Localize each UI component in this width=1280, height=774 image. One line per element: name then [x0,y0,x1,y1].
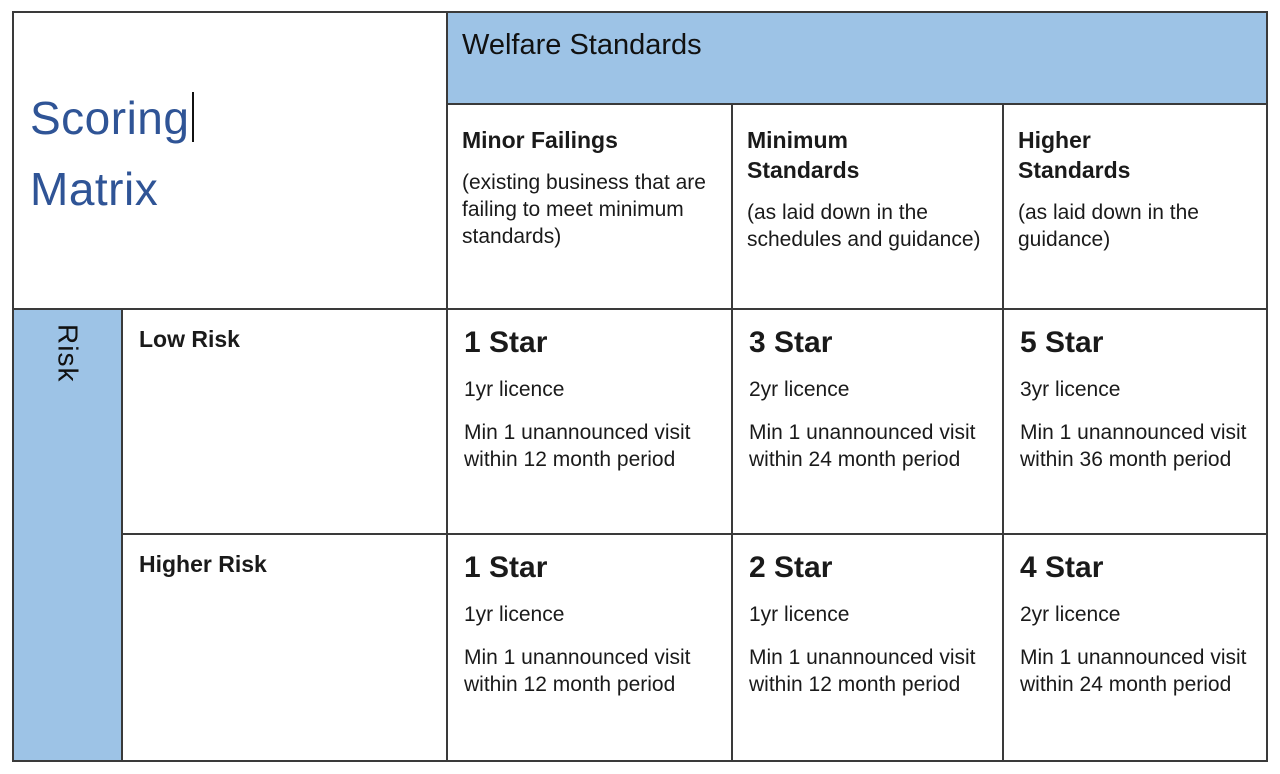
row-label: Higher Risk [139,551,267,577]
title-cell[interactable]: Scoring Matrix [14,13,446,308]
scoring-matrix-table: Scoring Matrix Welfare Standards Minor F… [12,11,1268,762]
title-text-scoring[interactable]: Scoring [30,92,190,144]
licence-duration: 1yr licence [749,603,850,626]
star-rating: 1 Star [464,551,548,584]
star-rating: 4 Star [1020,551,1104,584]
visit-requirement: Min 1 unannounced visit within 12 month … [464,421,691,471]
column-subtitle: (as laid down in the schedules and guida… [747,201,981,251]
column-title: Minimum Standards [747,127,860,183]
cell-low-risk-higher-standards[interactable]: 5 Star 3yr licence Min 1 unannounced vis… [1004,310,1266,533]
title-line-1[interactable]: Scoring [30,83,436,154]
text-cursor [192,92,195,142]
licence-duration: 1yr licence [464,603,565,626]
row-header-low-risk[interactable]: Low Risk [123,310,446,533]
cell-higher-risk-minor-failings[interactable]: 1 Star 1yr licence Min 1 unannounced vis… [448,535,731,760]
star-rating: 3 Star [749,326,833,359]
visit-requirement: Min 1 unannounced visit within 24 month … [749,421,976,471]
row-header-higher-risk[interactable]: Higher Risk [123,535,446,760]
licence-duration: 2yr licence [1020,603,1121,626]
column-title: Higher Standards [1018,127,1131,183]
risk-axis-band[interactable]: Risk [14,310,121,760]
visit-requirement: Min 1 unannounced visit within 12 month … [749,646,976,696]
column-header-minor-failings[interactable]: Minor Failings (existing business that a… [448,105,731,308]
title-text-matrix[interactable]: Matrix [30,163,159,215]
visit-requirement: Min 1 unannounced visit within 12 month … [464,646,691,696]
licence-duration: 2yr licence [749,378,850,401]
star-rating: 1 Star [464,326,548,359]
column-header-higher-standards[interactable]: Higher Standards (as laid down in the gu… [1004,105,1266,308]
licence-duration: 3yr licence [1020,378,1121,401]
column-header-minimum-standards[interactable]: Minimum Standards (as laid down in the s… [733,105,1002,308]
column-title: Minor Failings [462,127,618,153]
visit-requirement: Min 1 unannounced visit within 24 month … [1020,646,1247,696]
title-line-2[interactable]: Matrix [30,154,436,225]
cell-low-risk-minimum-standards[interactable]: 3 Star 2yr licence Min 1 unannounced vis… [733,310,1002,533]
visit-requirement: Min 1 unannounced visit within 36 month … [1020,421,1247,471]
column-subtitle: (existing business that are failing to m… [462,171,706,248]
licence-duration: 1yr licence [464,378,565,401]
row-label: Low Risk [139,326,240,352]
cell-low-risk-minor-failings[interactable]: 1 Star 1yr licence Min 1 unannounced vis… [448,310,731,533]
welfare-standards-label: Welfare Standards [462,29,702,61]
cell-higher-risk-minimum-standards[interactable]: 2 Star 1yr licence Min 1 unannounced vis… [733,535,1002,760]
welfare-standards-header[interactable]: Welfare Standards [448,13,1266,103]
risk-axis-label: Risk [52,324,84,383]
column-subtitle: (as laid down in the guidance) [1018,201,1199,251]
star-rating: 5 Star [1020,326,1104,359]
cell-higher-risk-higher-standards[interactable]: 4 Star 2yr licence Min 1 unannounced vis… [1004,535,1266,760]
star-rating: 2 Star [749,551,833,584]
